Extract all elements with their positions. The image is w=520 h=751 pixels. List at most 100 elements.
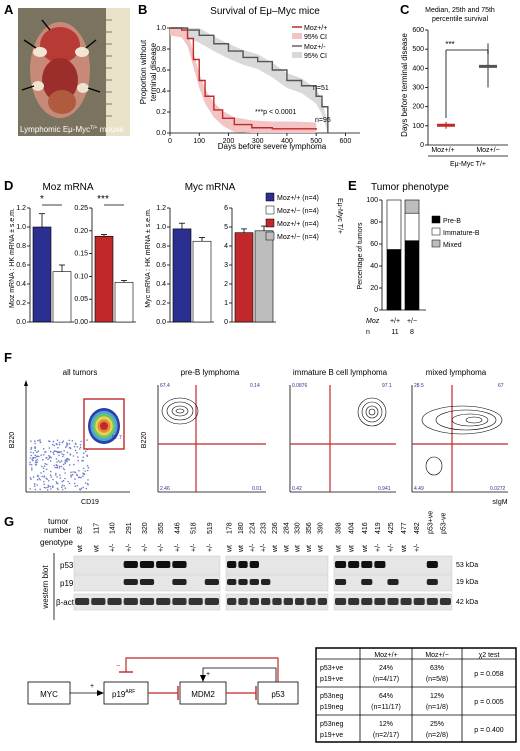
table-cell: p19+ve bbox=[320, 732, 343, 739]
d-bar bbox=[172, 228, 192, 323]
svg-text:97.1: 97.1 bbox=[382, 383, 392, 389]
flow-title-mixed: mixed lymphoma bbox=[426, 368, 487, 377]
lane-genotype: wt bbox=[295, 545, 302, 553]
b-ytick: 0.8 bbox=[156, 46, 166, 53]
panel-d-sig-2: *** bbox=[97, 194, 109, 205]
lane-genotype: wt bbox=[362, 545, 369, 553]
svg-text:Moz+/+ (n=4): Moz+/+ (n=4) bbox=[277, 195, 319, 202]
survival-line bbox=[170, 27, 317, 130]
svg-text:Eμ-Myc T/+: Eμ-Myc T/+ bbox=[336, 198, 343, 234]
panel-b-pvalue: ***p < 0.0001 bbox=[255, 109, 297, 116]
lane-number: 477 bbox=[401, 522, 408, 534]
d-ytick: 1.0 bbox=[156, 224, 166, 231]
e-seg bbox=[404, 199, 420, 214]
d-bar bbox=[234, 232, 254, 323]
b-ytick: 0.0 bbox=[156, 130, 166, 137]
th-moz-wt: Moz+/+ bbox=[374, 652, 397, 659]
c-ytick: 100 bbox=[412, 123, 424, 130]
n-label-het: n=51 bbox=[313, 85, 329, 92]
lane-number: 233 bbox=[261, 522, 268, 534]
n-label-wt: n=95 bbox=[315, 117, 331, 124]
d-ytick: 1.0 bbox=[16, 224, 26, 231]
lane-number: 482 bbox=[414, 522, 421, 534]
d-ytick: 0.05 bbox=[74, 296, 88, 303]
lane-genotype: +/- bbox=[174, 543, 181, 552]
b-xtick: 600 bbox=[340, 138, 352, 145]
d-ytick: 3 bbox=[224, 262, 228, 269]
svg-text:0.0272: 0.0272 bbox=[490, 486, 506, 492]
blot-p53: p53 bbox=[60, 561, 74, 570]
panel-d-sig-1: * bbox=[40, 194, 44, 205]
panel-e-title: Tumor phenotype bbox=[371, 182, 449, 193]
e-ytick: 20 bbox=[370, 285, 378, 292]
lane-genotype: +/- bbox=[375, 543, 382, 552]
table-cell: 64% bbox=[379, 693, 393, 700]
table-cell: 25% bbox=[430, 721, 444, 728]
node-mdm2: MDM2 bbox=[191, 690, 215, 699]
lane-genotype: +/- bbox=[191, 543, 198, 552]
row-tumor: tumor bbox=[48, 517, 69, 526]
svg-text:67.4: 67.4 bbox=[160, 383, 170, 389]
svg-text:0.01: 0.01 bbox=[252, 486, 262, 492]
svg-text:Moz+/− (n=4): Moz+/− (n=4) bbox=[277, 234, 319, 241]
lane-genotype: +/- bbox=[414, 543, 421, 552]
svg-text:67: 67 bbox=[498, 383, 504, 389]
panel-c-group: Eμ-Myc T/+ bbox=[450, 161, 486, 168]
c-ytick: 400 bbox=[412, 65, 424, 72]
lane-genotype: +/- bbox=[388, 543, 395, 552]
panel-b-ylabel-1: Proportion without bbox=[139, 39, 148, 104]
panel-c-ylabel: Days before terminal disease bbox=[400, 33, 409, 137]
d-ytick: 1.2 bbox=[16, 205, 26, 212]
row-number: number bbox=[44, 526, 71, 535]
panel-f-label: F bbox=[4, 350, 12, 365]
panel-d-title-myc: Myc mRNA bbox=[185, 182, 236, 193]
panel-c-sig: *** bbox=[445, 40, 454, 49]
b-ytick: 0.2 bbox=[156, 109, 166, 116]
lane-number: 284 bbox=[283, 522, 290, 534]
b-ytick: 0.6 bbox=[156, 67, 166, 74]
d-ytick: 0.20 bbox=[74, 228, 88, 235]
d-ytick: 0.15 bbox=[74, 251, 88, 258]
svg-text:0.42: 0.42 bbox=[292, 486, 302, 492]
blot-p19: p19 bbox=[60, 579, 74, 588]
median-chart: 0 100 200 300 400 500 600 bbox=[412, 27, 508, 149]
panel-e-legend: Pre-B Immature-B Mixed bbox=[431, 215, 480, 249]
svg-text:0.941: 0.941 bbox=[378, 486, 391, 492]
panel-c-title-1: Median, 25th and 75th bbox=[425, 7, 495, 14]
lane-number: 320 bbox=[142, 522, 149, 534]
e-seg bbox=[386, 199, 402, 250]
panel-b-label: B bbox=[138, 2, 147, 17]
svg-text:8: 8 bbox=[410, 329, 414, 336]
lane-genotype: wt bbox=[306, 545, 313, 553]
panel-b-legend: Moz+/+ 95% CI Moz+/- 95% CI bbox=[292, 25, 327, 60]
svg-text:Pre-B: Pre-B bbox=[443, 218, 461, 225]
lane-number: 398 bbox=[336, 522, 343, 534]
lane-number: 518 bbox=[191, 522, 198, 534]
panel-e-moz: Moz bbox=[366, 318, 380, 325]
d-ytick: 0.4 bbox=[156, 281, 166, 288]
d-ytick: 4 bbox=[224, 243, 228, 250]
phenotype-chart: 0 20 40 60 80 100 bbox=[366, 197, 426, 314]
lane-genotype: wt bbox=[93, 545, 100, 553]
panel-c-xlabel-het: Moz+/− bbox=[476, 147, 499, 154]
e-ytick: 60 bbox=[370, 241, 378, 248]
d-bar bbox=[52, 271, 72, 323]
lane-number: 236 bbox=[272, 522, 279, 534]
blot-actin: β-actin bbox=[56, 598, 80, 607]
panel-e-ylabel: Percentage of tumors bbox=[357, 222, 364, 289]
table-cell: (n=4/17) bbox=[373, 676, 399, 683]
lane-number: 404 bbox=[349, 522, 356, 534]
b-xtick: 300 bbox=[252, 138, 264, 145]
lane-genotype: +/- bbox=[207, 543, 214, 552]
flow-title-all: all tumors bbox=[63, 368, 98, 377]
table-cell: p53+ve bbox=[320, 665, 343, 672]
table-cell: p53neg bbox=[320, 693, 343, 700]
legend-moz-wt: Moz+/+ bbox=[304, 25, 327, 32]
node-p53: p53 bbox=[271, 690, 285, 699]
panel-c-xlabel-wt: Moz+/+ bbox=[431, 147, 454, 154]
panel-c-label: C bbox=[400, 2, 410, 17]
svg-text:−: − bbox=[116, 663, 120, 670]
lane-genotype: +/- bbox=[249, 543, 256, 552]
svg-text:Moz+/+ (n=4): Moz+/+ (n=4) bbox=[277, 221, 319, 228]
svg-text:Moz+/− (n=4): Moz+/− (n=4) bbox=[277, 208, 319, 215]
